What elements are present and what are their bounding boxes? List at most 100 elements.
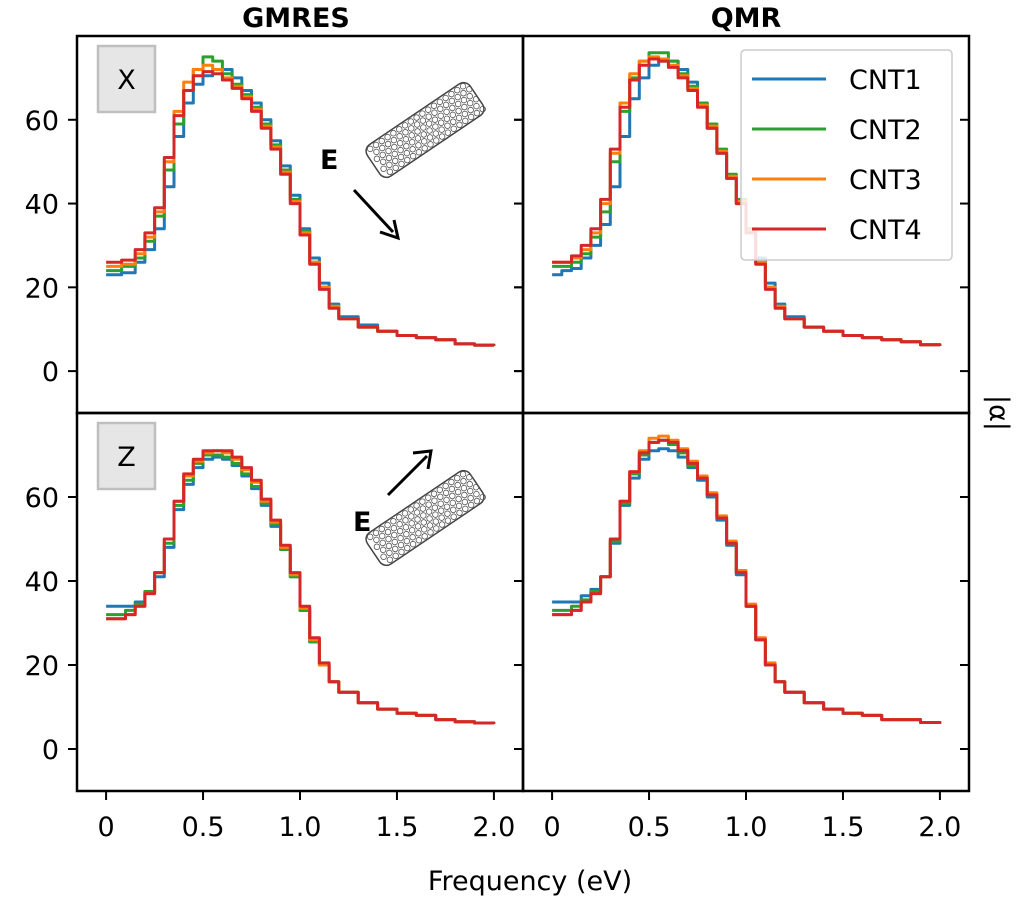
row-tag-box-gmres-x (96, 44, 157, 114)
lattice-ring-0-66 (467, 99, 474, 107)
lattice-ring-1-4 (390, 518, 397, 525)
lattice-ring-1-59 (426, 515, 433, 522)
nanotube-lattice-z (366, 471, 486, 563)
nanotube-illustration-x (365, 81, 486, 179)
lattice-ring-0-26 (425, 113, 432, 120)
nanotube-lattice-x (366, 83, 486, 175)
lattice-ring-1-5 (396, 514, 403, 521)
x-tick-label-gmres-z-4: 2.0 (472, 812, 515, 843)
lattice-ring-1-34 (373, 543, 381, 551)
lattice-ring-0-23 (408, 125, 415, 132)
lattice-ring-1-65 (461, 491, 468, 499)
lattice-ring-1-1 (372, 529, 380, 537)
lattice-ring-0-80 (450, 118, 457, 126)
lattice-ring-1-2 (378, 525, 385, 533)
lattice-ring-0-88 (404, 156, 411, 164)
lattice-ring-0-99 (467, 113, 475, 121)
lattice-ring-1-46 (443, 496, 450, 504)
panel-qmr-z: 0 0.5 1.0 1.5 2.0 (514, 411, 971, 843)
lattice-ring-1-95 (444, 517, 452, 524)
lattice-ring-1-75 (421, 526, 428, 533)
lattice-ring-0-53 (391, 150, 398, 158)
lattice-ring-1-78 (438, 514, 445, 521)
lattice-ring-1-43 (425, 508, 433, 515)
lattice-ring-0-43 (425, 120, 433, 127)
column-title-qmr: QMR (711, 3, 782, 34)
lattice-ring-1-84 (473, 490, 480, 498)
lattice-ring-0-92 (427, 141, 434, 148)
lattice-ring-1-8 (413, 502, 420, 509)
lattice-ring-1-30 (448, 485, 456, 493)
lattice-ring-1-71 (397, 541, 405, 549)
lattice-ring-0-15 (454, 86, 461, 94)
lattice-ring-1-9 (419, 498, 426, 505)
panel-gmres-z: 0 20 40 60 0 0.5 1.0 1.5 2.0 Z (25, 411, 525, 843)
lattice-ring-0-4 (390, 130, 397, 137)
legend-frame (740, 49, 953, 261)
lattice-ring-0-28 (437, 105, 444, 113)
lattice-ring-0-39 (402, 136, 410, 143)
lattice-ring-0-17 (373, 148, 380, 156)
lattice-ring-1-47 (449, 492, 456, 500)
lattice-ring-1-86 (392, 552, 399, 560)
lattice-ring-0-73 (409, 146, 416, 153)
y-axis-title: |α| (983, 395, 1014, 431)
lattice-ring-0-31 (454, 93, 461, 101)
lattice-ring-0-32 (460, 89, 467, 97)
lattice-ring-1-41 (414, 516, 421, 523)
lattice-ring-0-50 (466, 92, 473, 100)
lattice-ring-1-28 (437, 493, 444, 501)
y-tick-label-gmres-x-2: 40 (25, 190, 59, 221)
lattice-ring-1-39 (402, 524, 410, 531)
lattice-ring-1-60 (432, 511, 439, 518)
lattice-ring-1-36 (385, 535, 392, 543)
x-tick-label-qmr-z-4: 2.0 (918, 812, 961, 843)
lattice-ring-0-22 (402, 129, 409, 136)
lattice-ring-0-42 (420, 124, 427, 131)
lattice-ring-1-101 (479, 493, 486, 501)
y-tick-label-gmres-z-1: 20 (25, 651, 59, 682)
lattice-ring-0-12 (436, 98, 444, 106)
lattice-ring-1-72 (403, 537, 411, 545)
lattice-ring-0-87 (398, 160, 405, 168)
lattice-ring-1-51 (379, 546, 387, 554)
lattice-ring-0-9 (419, 110, 426, 117)
lattice-ring-1-0 (366, 533, 374, 541)
row-tag-box-gmres-z (96, 421, 157, 491)
lattice-ring-1-55 (403, 530, 410, 538)
series-line-cnt4-gmres-x (106, 70, 496, 347)
lattice-ring-0-21 (396, 133, 403, 140)
lattice-ring-0-97 (456, 121, 463, 129)
lattice-ring-1-77 (432, 518, 440, 525)
lattice-ring-1-6 (401, 510, 409, 517)
lattice-ring-1-32 (460, 477, 467, 485)
lattice-ring-0-41 (414, 128, 421, 135)
field-arrow-z (386, 449, 433, 497)
lattice-ring-0-78 (438, 126, 445, 133)
lattice-ring-1-29 (442, 489, 450, 497)
lattice-ring-1-57 (414, 523, 422, 530)
lattice-ring-0-38 (396, 139, 404, 147)
lattice-ring-1-42 (420, 512, 427, 519)
lattice-ring-1-81 (455, 502, 463, 510)
y-tick-label-gmres-z-2: 40 (25, 567, 59, 598)
lattice-ring-1-93 (433, 525, 440, 532)
lattice-ring-1-91 (421, 533, 428, 540)
lattice-ring-1-24 (413, 509, 421, 516)
lattice-ring-1-17 (373, 536, 380, 544)
lattice-ring-0-86 (392, 164, 399, 172)
lattice-ring-1-10 (425, 494, 432, 501)
lattice-ring-1-53 (391, 538, 398, 546)
lattice-ring-0-77 (432, 130, 440, 137)
lattice-ring-1-98 (462, 505, 469, 513)
lattice-ring-0-101 (479, 105, 486, 113)
lattice-ring-0-45 (437, 112, 444, 119)
lattice-ring-1-45 (437, 500, 444, 507)
legend-label-cnt3: CNT3 (849, 165, 922, 196)
lattice-ring-0-93 (433, 137, 440, 144)
nanotube-body-z (365, 469, 485, 567)
lattice-ring-1-25 (419, 505, 427, 512)
lattice-ring-1-83 (467, 494, 474, 502)
lattice-ring-0-83 (467, 106, 474, 114)
lattice-ring-1-70 (392, 545, 399, 553)
